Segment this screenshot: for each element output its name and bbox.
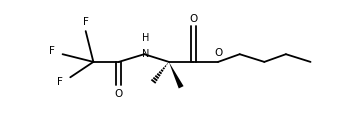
Text: O: O: [189, 14, 198, 24]
Text: O: O: [214, 48, 222, 58]
Text: O: O: [115, 89, 123, 99]
Text: H: H: [142, 33, 149, 43]
Text: N: N: [142, 49, 149, 59]
Text: F: F: [83, 17, 89, 27]
Polygon shape: [169, 62, 184, 88]
Text: F: F: [57, 77, 62, 87]
Text: F: F: [49, 46, 55, 56]
